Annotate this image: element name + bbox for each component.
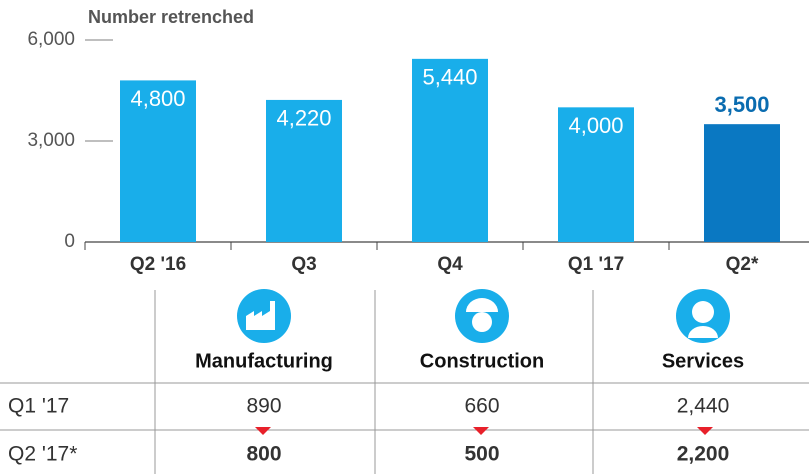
y-tick-label: 3,000 bbox=[27, 130, 75, 151]
value-label: 3,500 bbox=[714, 92, 769, 117]
y-axis-label: Number retrenched bbox=[88, 7, 254, 27]
cell: 660 bbox=[464, 395, 499, 418]
icon-worker bbox=[455, 289, 509, 343]
bar bbox=[120, 80, 196, 243]
table-frame bbox=[0, 290, 809, 474]
value-label: 4,220 bbox=[276, 106, 331, 131]
cell: 500 bbox=[464, 443, 499, 466]
x-tick-label: Q2* bbox=[726, 254, 759, 275]
column-header: Services bbox=[662, 350, 744, 372]
x-tick-label: Q1 '17 bbox=[568, 254, 624, 275]
cell: 2,200 bbox=[677, 443, 730, 466]
x-tick-label: Q4 bbox=[437, 254, 463, 275]
column-header: Construction bbox=[420, 350, 544, 372]
icon-service bbox=[676, 289, 730, 343]
y-tick-label: 6,000 bbox=[27, 29, 75, 50]
cell: 2,440 bbox=[677, 395, 730, 418]
column-header: Manufacturing bbox=[195, 350, 333, 372]
row-header: Q2 '17* bbox=[8, 443, 77, 466]
cell: 800 bbox=[246, 443, 281, 466]
icon-factory bbox=[237, 289, 291, 343]
value-label: 4,800 bbox=[130, 86, 185, 111]
bar bbox=[558, 107, 634, 242]
value-label: 5,440 bbox=[422, 65, 477, 90]
value-label: 4,000 bbox=[568, 113, 623, 138]
x-tick-label: Q2 '16 bbox=[130, 254, 186, 275]
y-tick-label: 0 bbox=[64, 231, 75, 252]
cell: 890 bbox=[246, 395, 281, 418]
bar bbox=[704, 124, 780, 242]
bar bbox=[412, 58, 488, 242]
row-header: Q1 '17 bbox=[8, 395, 69, 418]
bar bbox=[266, 99, 342, 242]
x-tick-label: Q3 bbox=[291, 254, 316, 275]
decrease-markers bbox=[255, 427, 713, 435]
